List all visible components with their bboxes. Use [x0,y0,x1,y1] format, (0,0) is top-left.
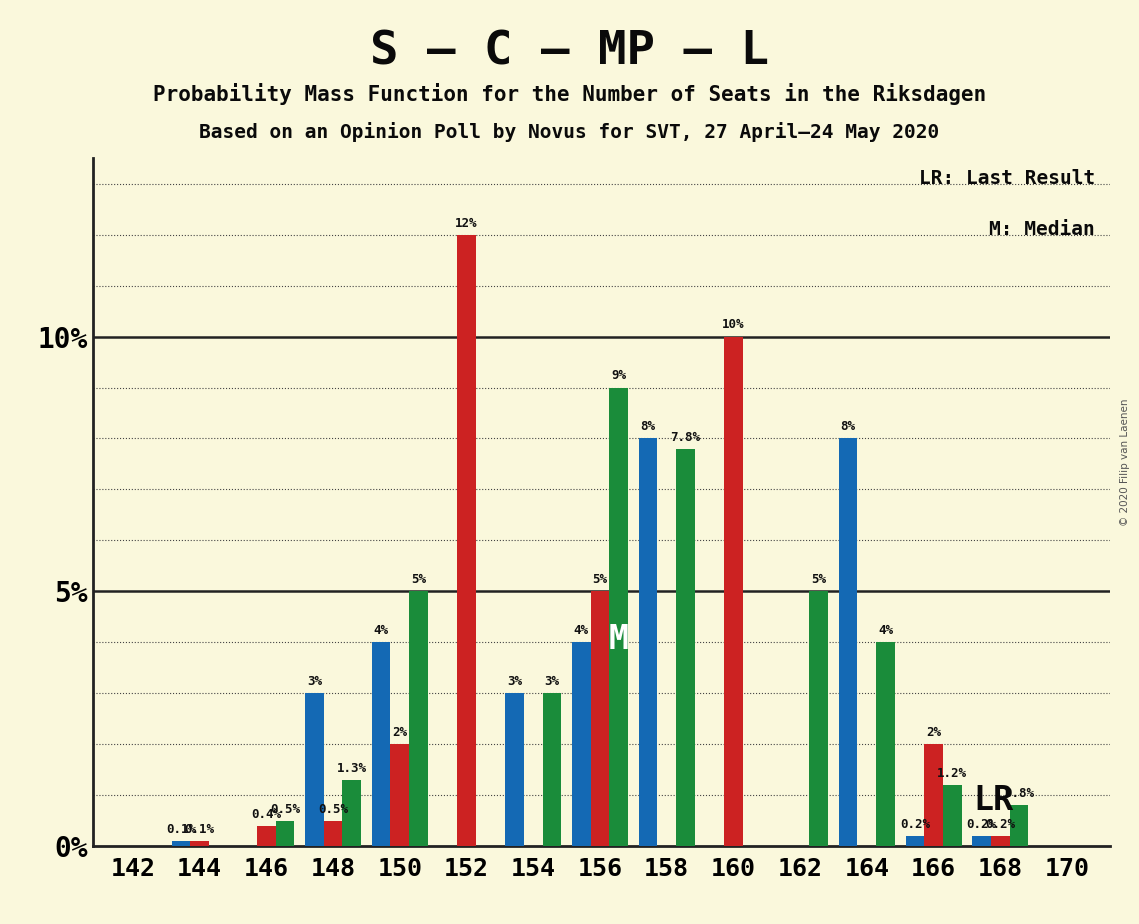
Text: 0.1%: 0.1% [185,823,214,836]
Text: 3%: 3% [507,675,522,688]
Text: 4%: 4% [878,625,893,638]
Text: 1.3%: 1.3% [337,761,367,775]
Text: LR: Last Result: LR: Last Result [919,168,1095,188]
Text: 9%: 9% [612,370,626,383]
Text: S – C – MP – L: S – C – MP – L [370,30,769,75]
Bar [924,744,943,846]
Text: 0.5%: 0.5% [318,803,349,816]
Text: Based on an Opinion Poll by Novus for SVT, 27 April–24 May 2020: Based on an Opinion Poll by Novus for SV… [199,122,940,142]
Text: 0.1%: 0.1% [166,823,196,836]
Bar [190,841,208,846]
Text: 0.2%: 0.2% [967,818,997,831]
Text: M: M [608,624,629,656]
Bar [276,821,294,846]
Bar [506,693,524,846]
Text: 0.2%: 0.2% [900,818,929,831]
Bar [391,744,409,846]
Text: 5%: 5% [411,573,426,586]
Bar [943,785,961,846]
Bar [591,591,609,846]
Text: 8%: 8% [640,420,655,433]
Bar [542,693,562,846]
Bar [609,387,628,846]
Text: 5%: 5% [811,573,826,586]
Text: 1.2%: 1.2% [937,767,967,780]
Text: 3%: 3% [544,675,559,688]
Bar [724,336,743,846]
Bar [677,449,695,846]
Text: 4%: 4% [574,625,589,638]
Text: M: Median: M: Median [990,220,1095,239]
Text: 8%: 8% [841,420,855,433]
Bar [876,642,895,846]
Text: 2%: 2% [392,726,408,739]
Text: 0.8%: 0.8% [1003,787,1034,800]
Text: © 2020 Filip van Laenen: © 2020 Filip van Laenen [1121,398,1130,526]
Bar [343,780,361,846]
Bar [172,841,190,846]
Text: 0.2%: 0.2% [985,818,1015,831]
Text: 10%: 10% [722,319,745,332]
Text: 3%: 3% [306,675,322,688]
Bar [1009,806,1029,846]
Text: 12%: 12% [456,216,477,229]
Bar [838,439,858,846]
Bar [409,591,428,846]
Text: 7.8%: 7.8% [671,431,700,444]
Bar [810,591,828,846]
Text: 2%: 2% [926,726,941,739]
Text: 5%: 5% [592,573,607,586]
Text: 0.4%: 0.4% [252,808,281,821]
Text: Probability Mass Function for the Number of Seats in the Riksdagen: Probability Mass Function for the Number… [153,83,986,105]
Bar [639,439,657,846]
Text: LR: LR [973,784,1014,817]
Bar [257,826,276,846]
Bar [906,836,924,846]
Bar [305,693,323,846]
Bar [323,821,343,846]
Bar [991,836,1009,846]
Bar [457,235,476,846]
Bar [973,836,991,846]
Text: 4%: 4% [374,625,388,638]
Bar [572,642,591,846]
Bar [371,642,391,846]
Text: 0.5%: 0.5% [270,803,300,816]
